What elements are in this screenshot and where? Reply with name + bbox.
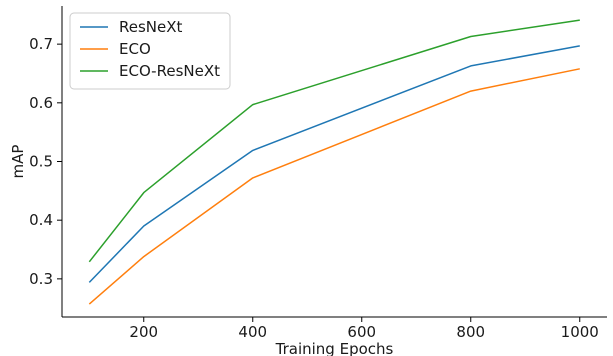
axes: 200 400 600 800 1000 0.3 0.4 0.5 0.6 0.7	[29, 6, 607, 341]
y-tick-label: 0.4	[29, 211, 53, 229]
series-layer	[88, 19, 580, 305]
y-tick-label: 0.5	[29, 153, 53, 171]
y-tick-label: 0.7	[29, 35, 53, 53]
x-tick-label: 200	[129, 323, 158, 341]
x-axis-title: Training Epochs	[275, 340, 394, 356]
y-tick-label: 0.3	[29, 270, 53, 288]
legend-frame	[69, 12, 231, 90]
y-axis-title: mAP	[9, 145, 27, 179]
x-tick-label: 800	[456, 323, 485, 341]
legend-label: ResNeXt	[119, 18, 183, 36]
series-line-eco-resnext	[88, 19, 580, 263]
series-line-eco	[88, 68, 580, 305]
x-tick-label: 400	[238, 323, 267, 341]
x-tick-label: 1000	[561, 323, 599, 341]
legend-label: ECO-ResNeXt	[119, 62, 220, 80]
x-tick-label: 600	[347, 323, 376, 341]
series-line-resnext	[88, 45, 580, 283]
legend: ResNeXt ECO ECO-ResNeXt	[69, 12, 231, 90]
legend-label: ECO	[119, 40, 151, 58]
y-tick-label: 0.6	[29, 94, 53, 112]
